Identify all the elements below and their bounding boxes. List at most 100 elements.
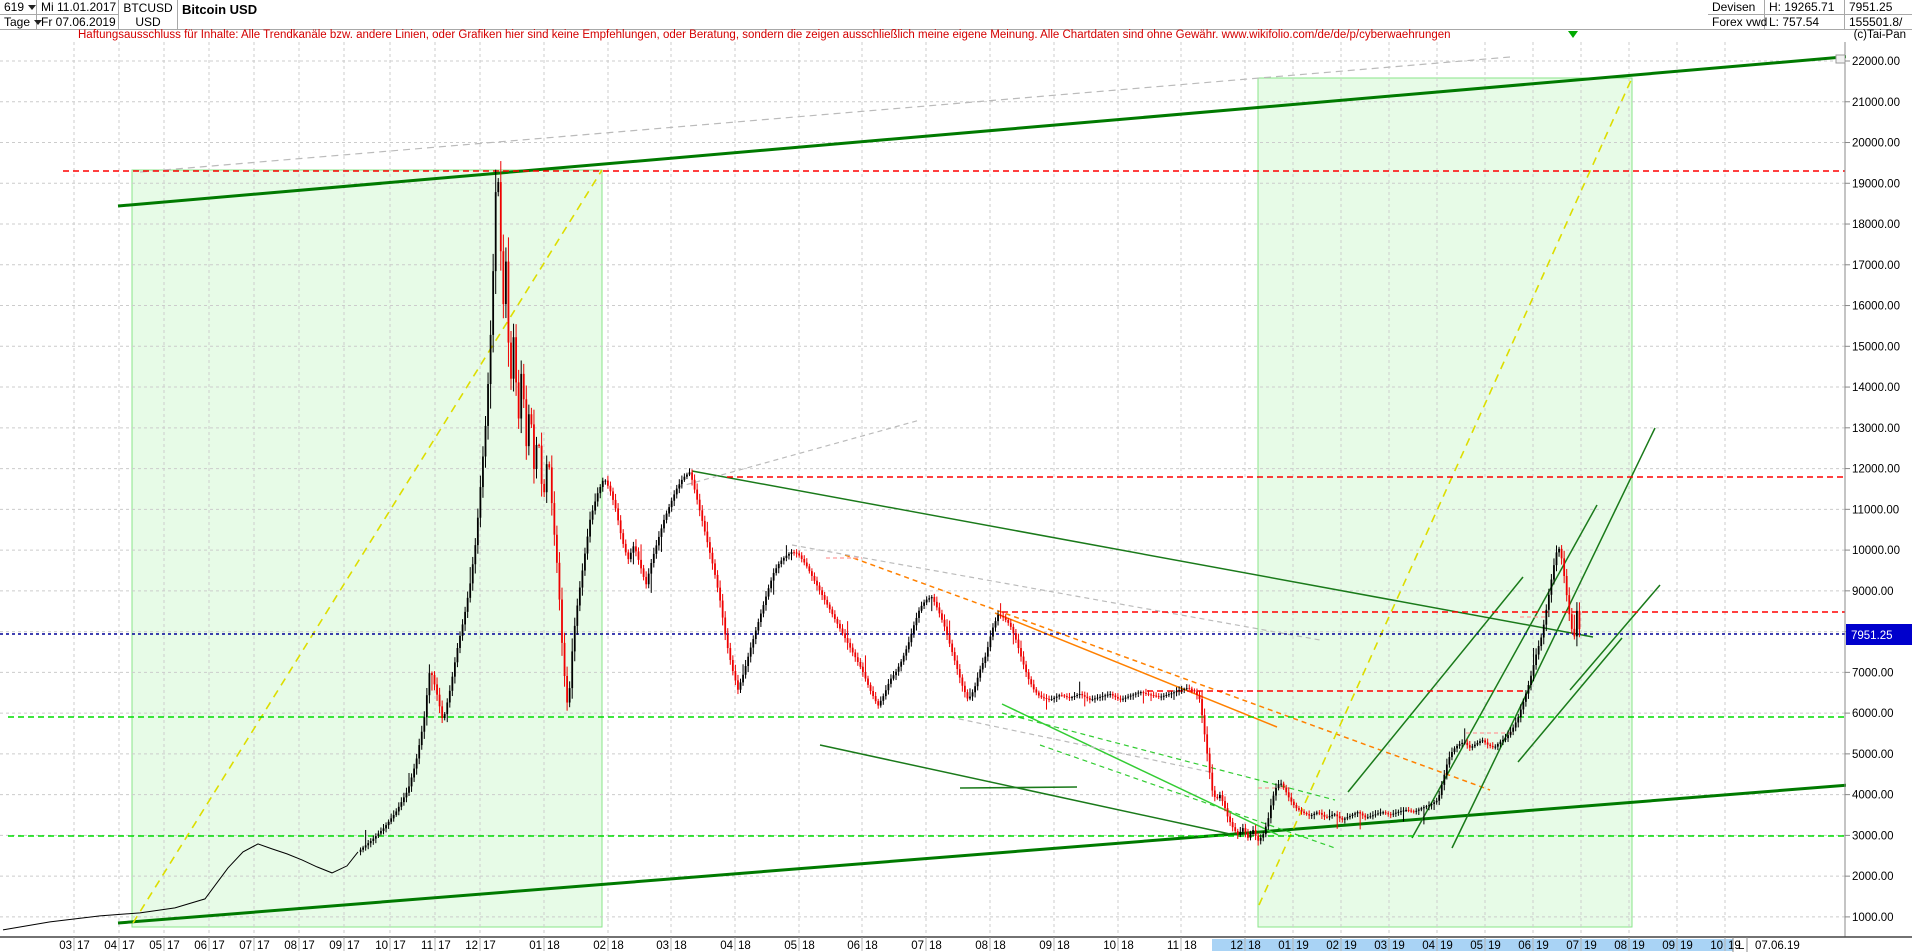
period-high-value: H: 19265.71	[1769, 0, 1835, 14]
x-axis-label-year: 18	[674, 940, 687, 952]
x-axis-label-month: 11	[421, 940, 433, 952]
x-axis-label-year: 17	[438, 940, 451, 952]
y-axis-label: 16000.00	[1852, 301, 1900, 313]
x-axis-label-month: 04	[104, 940, 117, 952]
marker-triangle-icon	[1568, 31, 1578, 38]
date-to-value: Fr 07.06.2019	[41, 15, 116, 29]
x-axis-label-month: 03	[1374, 940, 1387, 952]
symbol-value: BTCUSD	[123, 0, 173, 15]
x-axis-label-year: 19	[1488, 940, 1501, 952]
x-axis-label-month: 04	[720, 940, 733, 952]
x-axis-label-year: 17	[212, 940, 225, 952]
x-axis-label-month: 06	[847, 940, 860, 952]
x-axis-label-month: 07	[239, 940, 252, 952]
y-axis-label: 19000.00	[1852, 178, 1900, 190]
last-price-tag-value: 7951.25	[1851, 630, 1893, 642]
period-low-value: L: 757.54	[1769, 15, 1820, 29]
x-axis-label-month: 10	[1103, 940, 1116, 952]
y-axis-label: 9000.00	[1852, 586, 1894, 598]
y-axis-label: 18000.00	[1852, 219, 1900, 231]
date-to-field[interactable]: Fr 07.06.2019	[37, 15, 119, 30]
x-axis-label-month: 05	[784, 940, 797, 952]
source-value: Forex vwd	[1712, 15, 1768, 29]
short-support-shelf	[959, 786, 1078, 789]
x-axis-label-month: 08	[975, 940, 988, 952]
green-fan-dashed-1	[1001, 712, 1336, 801]
x-axis-label-year: 19	[1392, 940, 1405, 952]
y-axis-label: 2000.00	[1852, 871, 1894, 883]
x-axis-label-year: 17	[483, 940, 496, 952]
channel-top	[117, 49, 1912, 208]
last-price-tag	[1846, 624, 1912, 645]
x-axis-highlight-range	[1212, 939, 1733, 951]
x-axis-label-year: 18	[1184, 940, 1197, 952]
gray-rising-old	[677, 419, 921, 488]
x-axis-label-year: 19	[1584, 940, 1597, 952]
x-axis-label-month: 07	[1566, 940, 1579, 952]
x-axis-label-year: 17	[393, 940, 406, 952]
channel-bottom	[117, 778, 1912, 925]
x-axis-label-year: 19	[1296, 940, 1309, 952]
x-axis-label-month: 01	[1278, 940, 1291, 952]
y-axis-label: 4000.00	[1852, 790, 1894, 802]
period-high-cell: H: 19265.71	[1765, 0, 1845, 15]
x-axis-label-month: 06	[194, 940, 207, 952]
y-axis-label: 13000.00	[1852, 423, 1900, 435]
yellow-diagonal-2019	[1258, 77, 1633, 906]
rally-flag	[1569, 584, 1661, 691]
x-axis-label-year: 17	[257, 940, 270, 952]
x-axis-label-month: 09	[329, 940, 342, 952]
gray-falling-old-2	[949, 716, 1211, 773]
rally-trend-0	[1347, 576, 1524, 793]
y-axis-label: 15000.00	[1852, 341, 1900, 353]
x-axis-label-year: 17	[122, 940, 135, 952]
x-axis-label-year: 18	[993, 940, 1006, 952]
period-low-cell: L: 757.54	[1765, 15, 1845, 30]
x-axis-label-year: 18	[1057, 940, 1070, 952]
y-axis-label: 7000.00	[1852, 667, 1894, 679]
y-axis-label: 11000.00	[1852, 504, 1899, 516]
symbol-cell[interactable]: BTCUSD USD	[119, 0, 178, 30]
x-axis-label-month: 09	[1039, 940, 1052, 952]
axis-corner-handle[interactable]	[1835, 54, 1846, 64]
x-axis-label-year: 18	[1121, 940, 1134, 952]
orange-downtrend-dashed	[844, 554, 1491, 791]
x-axis-label-year: 19	[1536, 940, 1549, 952]
volume-value: 155501.8/	[1849, 15, 1903, 29]
period-dropdown[interactable]: Tage	[0, 15, 43, 30]
x-axis-label-month: 08	[1614, 940, 1627, 952]
y-axis-label: 21000.00	[1852, 97, 1900, 109]
x-axis-label-year: 18	[865, 940, 878, 952]
y-axis-label: 3000.00	[1852, 830, 1894, 842]
rally-trend-1	[1411, 504, 1598, 839]
x-axis-label-year: 19	[1728, 940, 1741, 952]
bars-count-dropdown[interactable]: 619	[0, 0, 37, 15]
x-axis-label-year: 19	[1632, 940, 1645, 952]
volume-cell: 155501.8/	[1845, 15, 1912, 30]
yellow-diagonal-2017	[132, 169, 603, 924]
downtrend-2018	[691, 470, 1594, 638]
market-value: Devisen	[1712, 0, 1756, 14]
currency-value: USD	[135, 14, 161, 29]
x-axis-label-year: 18	[802, 940, 815, 952]
x-axis-label-year: 18	[738, 940, 751, 952]
copyright-label: (c)Tai-Pan	[1853, 29, 1906, 41]
y-axis-label: 22000.00	[1852, 56, 1900, 68]
date-from-field[interactable]: Mi 11.01.2017	[37, 0, 119, 15]
x-axis-label-year: 17	[167, 940, 180, 952]
x-axis-label-year: 18	[611, 940, 624, 952]
x-axis-label-month: 05	[149, 940, 162, 952]
x-axis-label-year: 17	[347, 940, 360, 952]
x-axis-label-year: 18	[547, 940, 560, 952]
caret-down-icon	[34, 19, 43, 25]
x-axis-label-month: 03	[59, 940, 72, 952]
rally-trend-2	[1451, 427, 1656, 849]
last-bar-marker: L	[1738, 940, 1745, 952]
y-axis-label: 6000.00	[1852, 708, 1894, 720]
last-price-cell: 7951.25	[1845, 0, 1912, 15]
x-axis-label-month: 02	[593, 940, 606, 952]
x-axis-label-month: 05	[1470, 940, 1483, 952]
y-axis-label: 1000.00	[1852, 912, 1894, 924]
